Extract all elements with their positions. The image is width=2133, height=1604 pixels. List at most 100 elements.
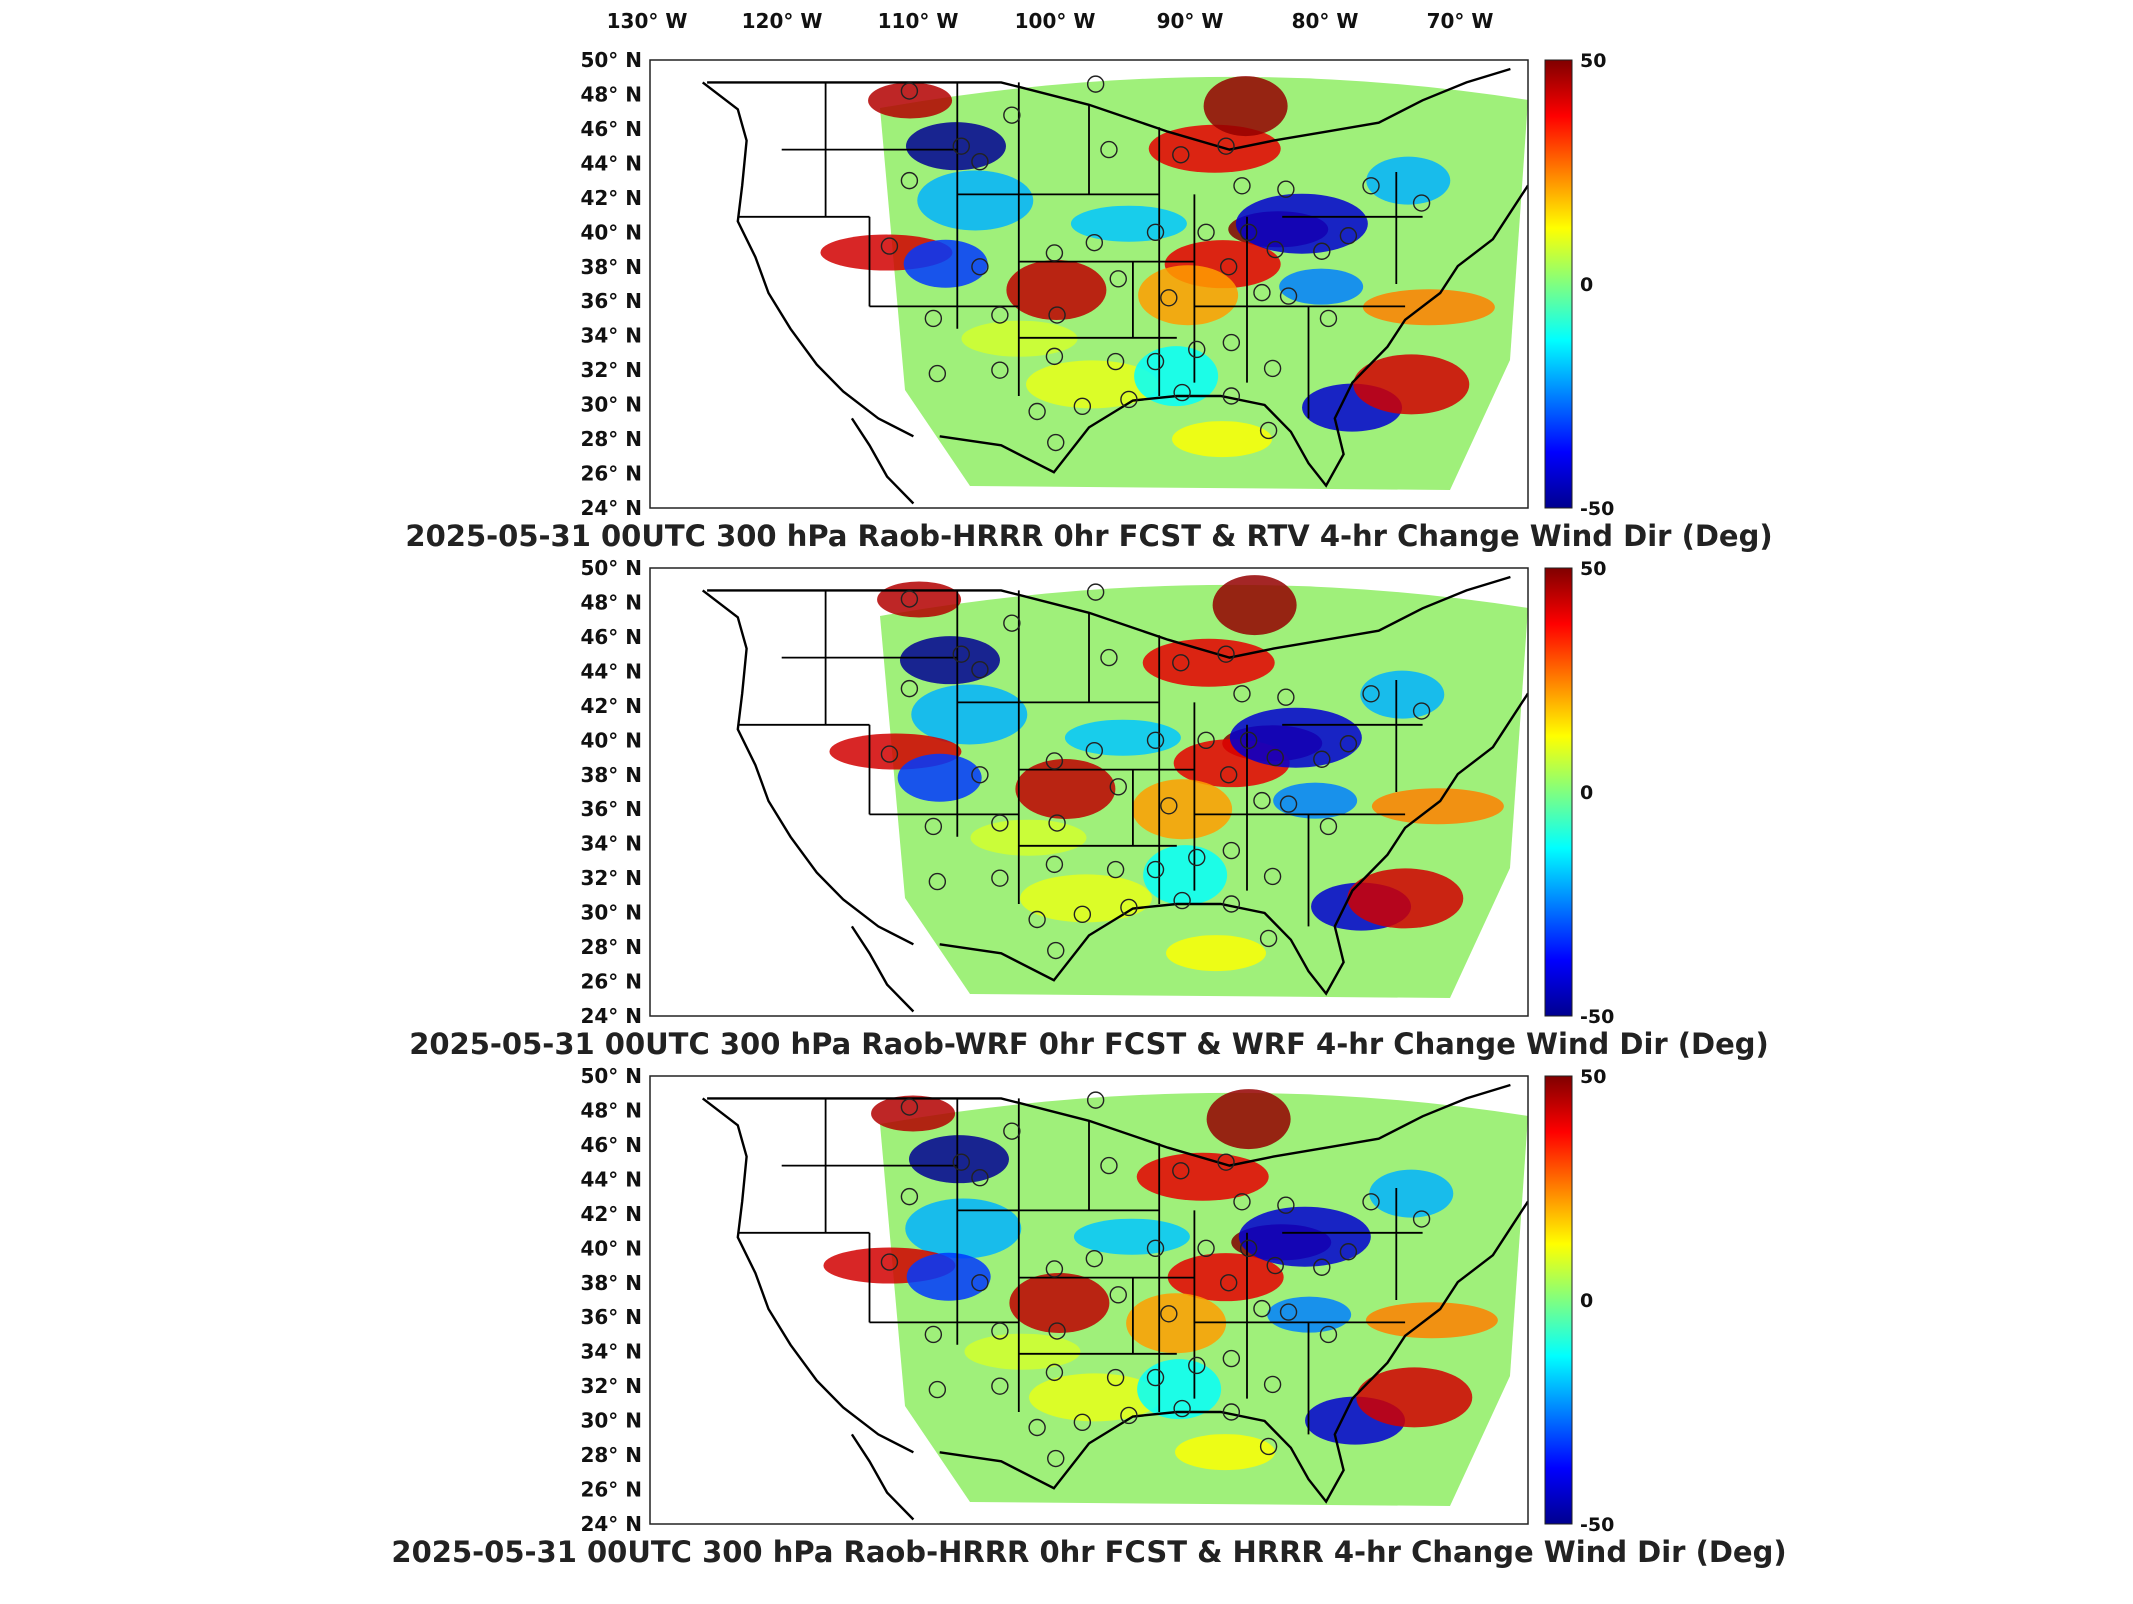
lat-label: 42° N: [580, 1202, 642, 1226]
raob-site-marker: [1339, 227, 1358, 245]
raob-site-marker: [1106, 1368, 1125, 1387]
lat-label: 26° N: [580, 462, 642, 486]
raob-site-marker: [1279, 795, 1298, 813]
lat-axis: 50° N 48° N 46° N 44° N 42° N 40° N 38° N 36° N…: [580, 1064, 642, 1536]
raob-site-marker: [991, 1322, 1009, 1340]
raob-site-marker: [1120, 898, 1138, 917]
raob-site-marker: [1109, 270, 1127, 288]
map-panel-hrrr: 50° N 48° N 46° N 44° N 42° N 40° N 38° N 36° N…: [391, 1064, 1786, 1569]
raob-site-marker: [1172, 1162, 1190, 1180]
lat-label: 40° N: [580, 220, 642, 244]
gulf-atlantic-coast: [939, 184, 1528, 488]
anomaly-blob: [1371, 788, 1504, 825]
anomaly-blob: [1172, 421, 1273, 458]
raob-site-marker: [952, 645, 970, 663]
lat-label: 38° N: [580, 255, 642, 279]
lon-label: 80° W: [1292, 9, 1359, 33]
raob-site-marker: [1197, 731, 1215, 750]
raob-site-marker: [1086, 75, 1105, 93]
anomaly-blob: [903, 239, 988, 288]
anomaly-blob: [1132, 779, 1233, 840]
raob-site-marker: [952, 1153, 970, 1171]
raob-site-marker: [1085, 233, 1104, 252]
anomaly-blob: [917, 170, 1034, 231]
anomaly-blob: [899, 636, 1000, 685]
raob-site-marker: [1120, 390, 1138, 409]
raob-site-marker: [1319, 1325, 1338, 1344]
raob-site-marker: [1362, 1193, 1380, 1211]
baja-coast: [850, 417, 915, 505]
anomaly-blob: [1235, 193, 1368, 254]
raob-site-marker: [971, 1274, 989, 1292]
raob-site-marker: [1266, 1256, 1284, 1275]
raob-site-marker: [1146, 860, 1165, 879]
lat-label: 28° N: [580, 1443, 642, 1467]
map-outlines: [701, 67, 1528, 505]
anomaly-blob: [1203, 76, 1288, 137]
raob-site-marker: [900, 679, 919, 698]
anomaly-blob: [1020, 874, 1152, 923]
raob-site-marker: [1239, 731, 1258, 750]
raob-site-marker: [1045, 244, 1064, 262]
raob-site-marker: [1313, 242, 1331, 260]
raob-site-marker: [1263, 1375, 1282, 1394]
colorbar-min-label: -50: [1580, 498, 1614, 520]
raob-site-marker: [1146, 731, 1165, 750]
anomaly-blob: [905, 1198, 1022, 1259]
lat-label: 30° N: [580, 393, 642, 417]
raob-site-marker: [1233, 685, 1251, 703]
raob-site-marker: [1086, 1091, 1105, 1109]
colorbar: 50 0 -50: [1544, 1066, 1614, 1536]
raob-site-marker: [1277, 688, 1295, 706]
baja-coast: [850, 925, 915, 1013]
raob-site-marker: [1172, 654, 1190, 672]
raob-site-marker: [1073, 905, 1092, 924]
raob-site-marker: [1319, 817, 1338, 836]
raob-site-marker: [1263, 867, 1282, 886]
raob-site-marker: [1412, 194, 1431, 212]
lon-label: 120° W: [742, 9, 823, 33]
raob-site-marker: [1045, 1363, 1064, 1382]
lat-label: 50° N: [580, 48, 642, 72]
map-frame: [649, 567, 1529, 1017]
raob-site-marker: [1362, 177, 1380, 195]
raob-site-marker: [900, 590, 919, 608]
anomaly-blob: [1126, 1293, 1227, 1354]
anomaly-blob: [1167, 1253, 1284, 1302]
raob-site-marker: [1279, 1303, 1298, 1321]
raob-site-marker: [1028, 910, 1046, 929]
anomaly-blob: [1029, 1373, 1161, 1422]
raob-site-marker: [1259, 421, 1278, 440]
raob-site-marker: [1217, 645, 1235, 663]
lat-label: 32° N: [580, 358, 642, 382]
anomaly-blob: [1347, 868, 1464, 929]
anomaly-blob: [1009, 1273, 1110, 1333]
anomaly-blob: [1073, 1218, 1190, 1255]
raob-site-marker: [1263, 359, 1282, 378]
raob-site-marker: [1412, 702, 1431, 720]
raob-site-marker: [1173, 1399, 1191, 1418]
lon-label: 70° W: [1427, 9, 1494, 33]
raob-site-marker: [971, 1168, 989, 1187]
lon-label: 90° W: [1157, 9, 1224, 33]
raob-site-marker: [1160, 797, 1178, 815]
panel-title: 2025-05-31 00UTC 300 hPa Raob-WRF 0hr FC…: [409, 1027, 1769, 1061]
anomaly-blob: [1279, 268, 1364, 305]
raob-site-marker: [1048, 306, 1066, 324]
raob-site-marker: [880, 237, 899, 255]
raob-site-marker: [971, 766, 989, 784]
raob-site-marker: [1222, 1403, 1241, 1421]
anomaly-blob: [964, 1333, 1081, 1370]
northern-border: [707, 575, 1511, 659]
northern-border: [707, 1083, 1511, 1167]
anomaly-blob: [906, 1252, 991, 1301]
anomaly-blob: [1356, 1367, 1473, 1428]
lat-axis: 50° N 48° N 46° N 44° N 42° N 40° N 38° N 36° N…: [580, 48, 642, 520]
raob-site-marker: [924, 817, 943, 836]
map-panel-hrrr-rtv: 50° N 48° N 46° N 44° N 42° N 40° N 38° N 36° N…: [405, 48, 1772, 553]
colorbar-mid-label: 0: [1580, 274, 1593, 296]
anomaly-blob: [908, 1135, 1009, 1184]
raob-site-marker: [1047, 941, 1065, 960]
raob-site-marker: [1217, 137, 1235, 155]
